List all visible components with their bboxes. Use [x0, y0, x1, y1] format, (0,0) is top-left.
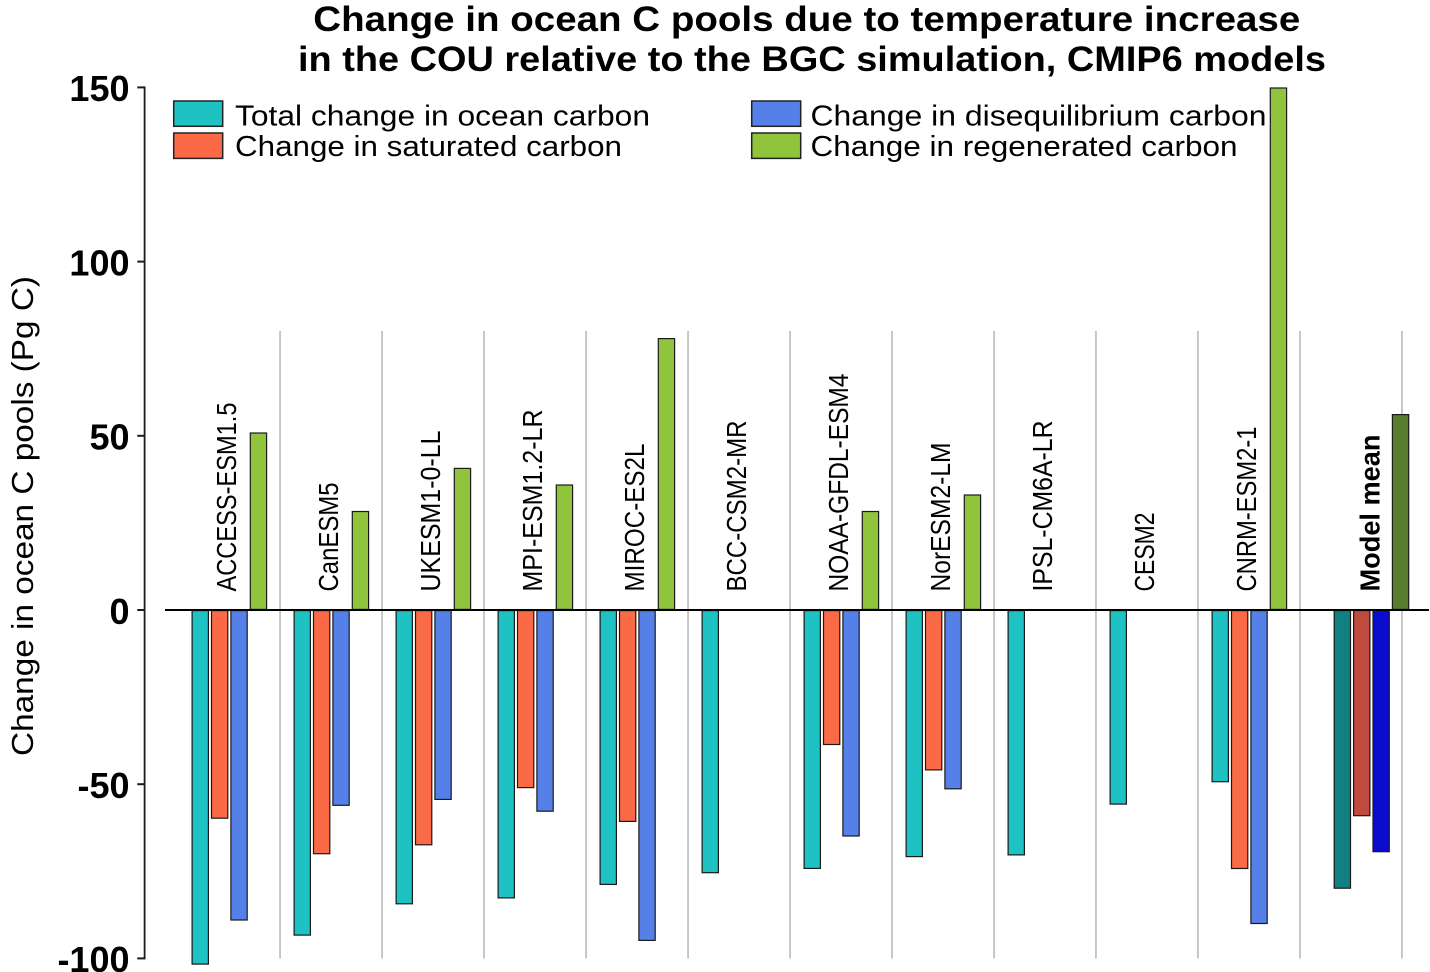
svg-text:Change in ocean C pools (Pg C): Change in ocean C pools (Pg C) [5, 276, 40, 756]
svg-text:CNRM-ESM2-1: CNRM-ESM2-1 [1231, 427, 1262, 592]
svg-text:-50: -50 [77, 765, 129, 806]
svg-text:100: 100 [69, 242, 129, 283]
svg-text:BCC-CSM2-MR: BCC-CSM2-MR [721, 421, 752, 592]
svg-text:0: 0 [109, 591, 129, 632]
svg-text:50: 50 [89, 417, 129, 458]
svg-text:CESM2: CESM2 [1129, 513, 1160, 592]
svg-text:MPI-ESM1.2-LR: MPI-ESM1.2-LR [517, 410, 548, 592]
svg-text:UKESM1-0-LL: UKESM1-0-LL [415, 431, 446, 592]
svg-text:NorESM2-LM: NorESM2-LM [925, 443, 956, 592]
svg-text:Change in ocean C pools due to: Change in ocean C pools due to temperatu… [313, 0, 1300, 39]
svg-text:CanESM5: CanESM5 [313, 483, 344, 592]
svg-text:IPSL-CM6A-LR: IPSL-CM6A-LR [1027, 421, 1058, 592]
svg-text:Change in saturated carbon: Change in saturated carbon [235, 131, 622, 163]
svg-text:Total change in ocean carbon: Total change in ocean carbon [235, 101, 650, 133]
svg-text:150: 150 [69, 68, 129, 109]
svg-text:NOAA-GFDL-ESM4: NOAA-GFDL-ESM4 [823, 374, 854, 592]
svg-text:MIROC-ES2L: MIROC-ES2L [619, 444, 650, 592]
svg-text:in the COU relative to the BGC: in the COU relative to the BGC simulatio… [298, 40, 1326, 79]
svg-text:ACCESS-ESM1.5: ACCESS-ESM1.5 [211, 403, 242, 592]
svg-text:Model mean: Model mean [1355, 435, 1386, 592]
svg-text:-100: -100 [57, 939, 129, 972]
svg-text:Change in disequilibrium carbo: Change in disequilibrium carbon [811, 101, 1267, 133]
svg-text:Change in regenerated carbon: Change in regenerated carbon [811, 131, 1238, 163]
